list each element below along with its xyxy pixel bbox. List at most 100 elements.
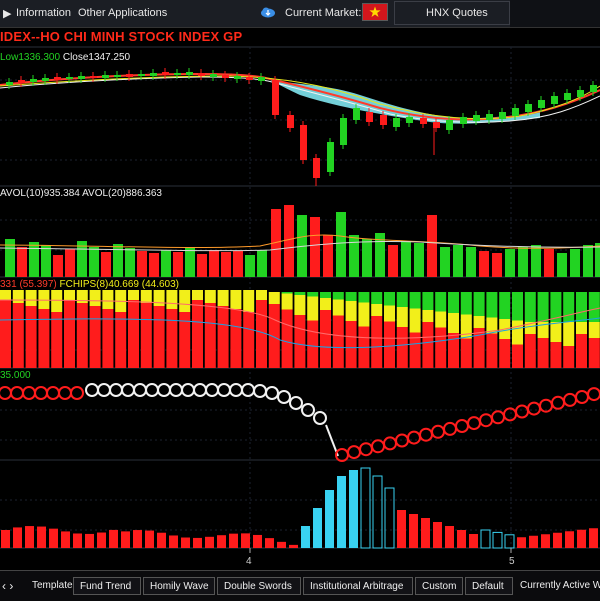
volume-bar	[77, 241, 87, 277]
fchips-yellow-bar	[192, 290, 203, 300]
volume-bar	[427, 215, 437, 277]
fchips-green-bar	[332, 292, 344, 300]
menu-other-applications[interactable]: Other Applications	[78, 7, 168, 19]
fchips-yellow-bar	[166, 290, 178, 309]
fchips-green-bar	[576, 292, 587, 322]
histogram-bar	[421, 518, 430, 548]
template-default-button[interactable]: Default	[465, 577, 513, 595]
volume-bar	[5, 239, 15, 277]
fchips-yellow-bar	[76, 290, 88, 303]
fchips-yellow-bar	[217, 290, 229, 306]
nav-arrows-icon[interactable]: ‹ ›	[2, 579, 14, 593]
candle-body	[406, 117, 413, 123]
x-tick-5: 5	[509, 556, 515, 567]
fchips-red-bar	[371, 316, 383, 368]
candle-body	[186, 72, 193, 75]
fchips-yellow-bar	[230, 290, 242, 309]
fchips-yellow-bar	[576, 322, 587, 334]
fchips-yellow-bar	[486, 317, 498, 334]
histogram-bar	[480, 529, 491, 549]
fchips-yellow-bar	[460, 314, 472, 339]
volume-bar	[284, 205, 294, 277]
indicator-red-circle	[58, 386, 72, 400]
histogram-bar	[61, 531, 70, 548]
candle-body	[138, 74, 145, 76]
fchips-green-bar	[409, 292, 421, 309]
candle-body	[420, 118, 427, 124]
indicator-red-circle	[347, 445, 361, 460]
fchips-yellow-bar	[332, 299, 344, 316]
histogram-bar	[397, 510, 406, 548]
indicator-red-circle	[587, 387, 600, 402]
indicator-red-circle	[443, 421, 457, 436]
indicator-red-circle	[467, 416, 481, 431]
fchips-green-bar	[550, 292, 562, 322]
candle-body	[246, 77, 253, 80]
histogram-bar	[109, 529, 118, 548]
fchips-green-bar	[384, 292, 395, 306]
candle-body	[366, 112, 373, 122]
fchips-yellow-bar	[396, 307, 408, 327]
volume-bar	[375, 233, 385, 277]
cloud-download-icon[interactable]	[260, 7, 276, 18]
fchips-green-bar	[473, 292, 485, 316]
volume-bar	[505, 249, 515, 277]
fchips-red-bar	[563, 346, 575, 368]
histogram-bar	[193, 537, 202, 548]
candle-body	[234, 76, 241, 79]
fchips-yellow-bar	[12, 290, 24, 303]
volume-bar	[531, 245, 541, 277]
candle-body	[590, 85, 597, 92]
candle-body	[577, 90, 584, 97]
fchips-red-bar	[320, 310, 331, 368]
template-custom-button[interactable]: Custom	[415, 577, 463, 595]
histogram-bar	[325, 490, 334, 548]
histogram-bar	[13, 527, 22, 548]
fchips-yellow-bar	[89, 290, 101, 306]
volume-bar	[17, 247, 27, 277]
template-double-swords-button[interactable]: Double Swords	[217, 577, 301, 595]
indicator-drop-line	[325, 424, 339, 457]
indicator-white-circle	[181, 383, 195, 397]
stock-chart[interactable]	[0, 0, 600, 570]
menu-information[interactable]: Information	[16, 7, 72, 19]
volume-bar	[440, 247, 450, 277]
currently-active-label: Currently Active Wi	[520, 580, 600, 591]
volume-bar	[65, 249, 75, 277]
fchips-yellow-bar	[537, 322, 549, 338]
avol20-label: AVOL(20)886.363	[82, 188, 162, 199]
volume-info: AVOL(10)935.384 AVOL(20)886.363	[0, 188, 162, 199]
indicator-white-circle	[85, 383, 99, 397]
fchips-green-bar	[460, 292, 472, 315]
volume-bar	[221, 252, 231, 277]
volume-bar	[185, 247, 195, 277]
template-fund-trend-button[interactable]: Fund Trend	[73, 577, 141, 595]
fchips-blue-line	[0, 317, 600, 349]
indicator-red-circle	[551, 395, 565, 410]
market-selector-label: HNX Quotes	[426, 7, 488, 19]
template-homily-wave-button[interactable]: Homily Wave	[143, 577, 215, 595]
histogram-bar	[313, 508, 322, 548]
indicator-white-circle	[229, 383, 243, 397]
menu-icon[interactable]: ▶	[3, 8, 12, 20]
candle-body	[222, 75, 229, 78]
candle-body	[525, 104, 532, 112]
current-market-label: Current Market:	[285, 7, 362, 19]
fchips-green-bar	[294, 292, 306, 295]
fchips-red-bar	[128, 300, 139, 368]
fchips-yellow-bar	[140, 290, 152, 303]
template-institutional-arbitrage-button[interactable]: Institutional Arbitrage	[303, 577, 413, 595]
volume-bar	[349, 235, 359, 277]
vietnam-flag-icon[interactable]	[362, 3, 388, 21]
volume-bar	[29, 242, 39, 277]
indicator-red-circle	[34, 386, 48, 400]
fchips-red-bar	[550, 342, 562, 368]
indicator-red-circle	[70, 386, 84, 400]
market-selector[interactable]	[394, 1, 510, 25]
candle-body	[258, 77, 265, 81]
candle-body	[6, 82, 13, 85]
histogram-bar	[277, 541, 286, 548]
fchips-red-bar	[512, 344, 523, 368]
candle-body	[460, 117, 467, 124]
fchips-yellow-bar	[38, 290, 50, 309]
